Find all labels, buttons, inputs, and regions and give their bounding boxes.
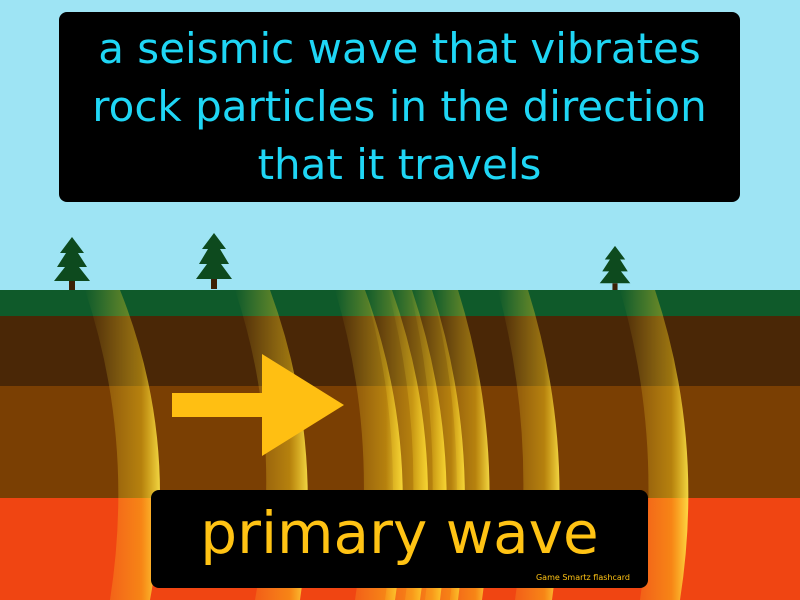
wave-front <box>85 290 160 600</box>
pine-tree-icon <box>599 245 631 292</box>
pine-tree-icon <box>196 233 232 289</box>
term-box: primary wave Game Smartz flashcard <box>151 490 648 588</box>
wave-front <box>620 290 689 600</box>
pine-tree-icon <box>54 237 90 291</box>
brand-label: Game Smartz flashcard <box>535 573 630 582</box>
definition-text: a seismic wave that vibrates rock partic… <box>92 24 707 189</box>
arrow-right-icon <box>172 354 344 456</box>
term-text: primary wave <box>200 499 599 567</box>
definition-box: a seismic wave that vibrates rock partic… <box>59 12 740 202</box>
